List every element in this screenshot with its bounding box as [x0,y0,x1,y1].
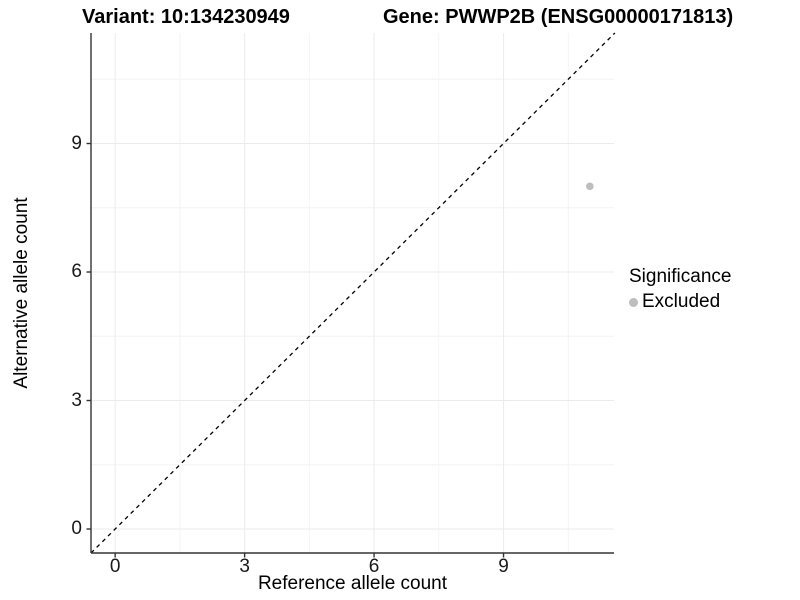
y-tick-label: 6 [71,261,82,282]
legend-title: Significance [629,266,732,287]
x-tick-label: 9 [498,556,509,577]
plot-title-gene: Gene: PWWP2B (ENSG00000171813) [383,6,734,28]
identity-line [90,32,616,554]
y-tick-label: 3 [71,389,82,411]
y-tick-label: 9 [71,132,82,154]
x-tick-label: 6 [368,556,380,577]
plot-title-variant: Variant: 10:134230949 [82,6,290,28]
x-tick-label: 3 [239,556,250,577]
y-axis-title: Alternative allele count [11,197,32,389]
legend-item-label: Excluded [642,291,721,312]
x-tick-label: 0 [109,556,121,577]
legend-item-excluded: Excluded [629,291,731,313]
x-axis-title: Reference allele count [257,573,448,594]
legend-key-dot [629,297,638,307]
data-point [586,182,594,191]
legend: Significance Excluded [629,266,731,313]
y-tick-label: 0 [71,518,82,539]
